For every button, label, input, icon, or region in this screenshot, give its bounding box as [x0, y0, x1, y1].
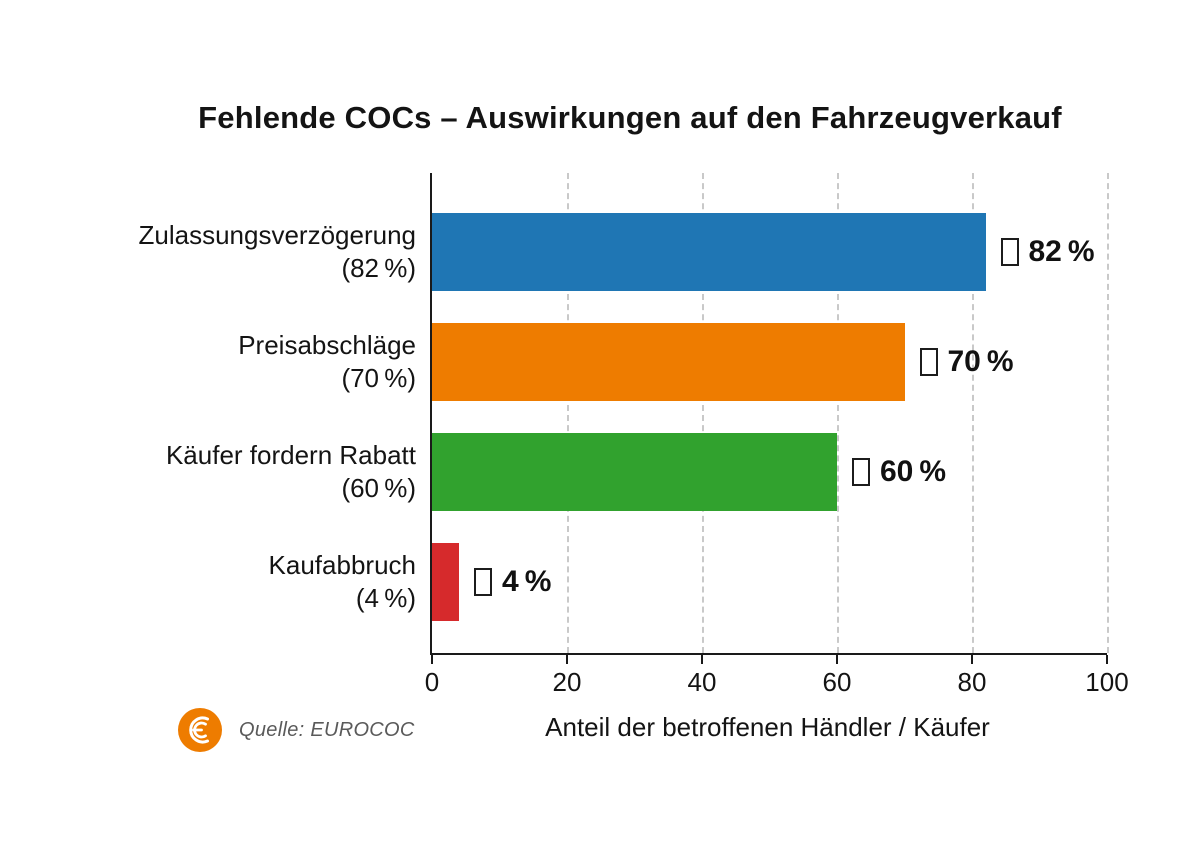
bar-zulassungsverzoegerung	[432, 213, 986, 291]
x-gridline	[1107, 173, 1109, 653]
x-tick-label: 20	[552, 667, 582, 697]
x-tick	[701, 655, 703, 664]
category-label-text: Zulassungsverzögerung	[138, 220, 417, 250]
bar-value-text: 4 %	[502, 565, 552, 598]
category-label-text: Kaufabbruch	[268, 550, 416, 580]
missing-glyph-icon	[919, 348, 938, 376]
category-label-kaeufer-fordern-rabatt: Käufer fordern Rabatt (60 %)	[0, 433, 416, 511]
category-label-value: (60 %)	[341, 473, 416, 503]
bar-value-label: 82 %	[1000, 213, 1095, 291]
source-text: Quelle: EUROCOC	[239, 718, 415, 741]
x-gridline	[702, 173, 704, 653]
missing-glyph-icon	[1000, 238, 1019, 266]
x-tick-label: 80	[957, 667, 987, 697]
missing-glyph-icon	[474, 568, 492, 596]
x-tick-label: 100	[1085, 667, 1129, 697]
category-label-text: Käufer fordern Rabatt	[165, 440, 416, 470]
x-tick	[971, 655, 973, 664]
category-labels: Zulassungsverzögerung (82 %) Preisabschl…	[0, 173, 417, 653]
bar-value-label: 70 %	[919, 323, 1014, 401]
category-label-text: Preisabschläge	[238, 330, 416, 360]
bar-value-label: 4 %	[474, 543, 551, 621]
category-label-kaufabbruch: Kaufabbruch (4 %)	[0, 543, 416, 621]
category-label-preisabschlaege: Preisabschläge (70 %)	[0, 323, 416, 401]
x-tick-label: 0	[424, 667, 440, 697]
bar-kaeufer-fordern-rabatt	[432, 433, 837, 511]
x-tick	[1106, 655, 1108, 664]
x-tick	[836, 655, 838, 664]
bar-value-text: 82 %	[1028, 235, 1095, 268]
category-label-value: (4 %)	[355, 583, 416, 613]
category-label-value: (70 %)	[341, 363, 416, 393]
x-axis-label: Anteil der betroffenen Händler / Käufer	[545, 712, 990, 742]
plot-area: 82 % 70 % 60 % 4 % 0 20 40 60 80 100	[425, 173, 1129, 697]
category-label-zulassungsverzoegerung: Zulassungsverzögerung (82 %)	[0, 213, 417, 291]
x-gridline	[972, 173, 974, 653]
eurococ-logo-icon	[178, 708, 222, 752]
chart-title: Fehlende COCs – Auswirkungen auf den Fah…	[198, 100, 1062, 135]
bar-value-text: 70 %	[947, 345, 1014, 378]
x-gridline	[567, 173, 569, 653]
x-tick	[566, 655, 568, 664]
bar-value-text: 60 %	[880, 455, 947, 488]
bar-value-label: 60 %	[852, 433, 946, 511]
x-tick	[431, 655, 433, 664]
source: Quelle: EUROCOC	[177, 706, 415, 754]
bar-kaufabbruch	[432, 543, 459, 621]
missing-glyph-icon	[852, 458, 870, 486]
x-tick-label: 40	[687, 667, 717, 697]
category-label-value: (82 %)	[341, 253, 416, 283]
x-tick-label: 60	[822, 667, 852, 697]
bar-preisabschlaege	[432, 323, 905, 401]
x-gridline	[837, 173, 839, 653]
